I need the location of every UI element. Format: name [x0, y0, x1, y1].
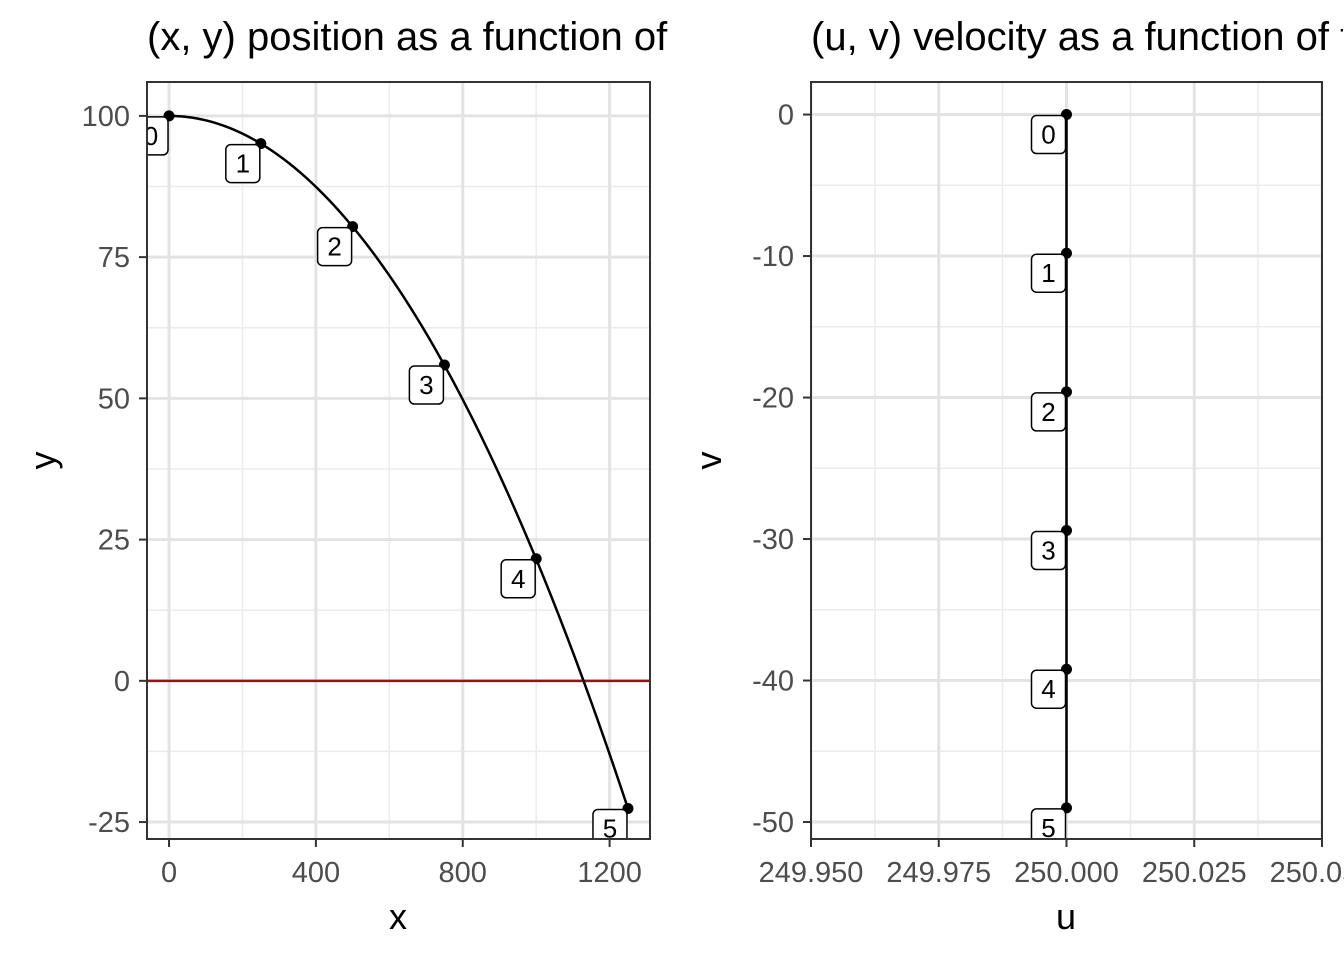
panel-1-point-label-box-0 [147, 116, 169, 156]
panel-2-point-label-box-2 [1030, 392, 1067, 432]
panel-1-point-label-0: 0 [144, 121, 158, 151]
panel-2-point-label-box-4 [1030, 669, 1067, 709]
panel-1-x-tick-label: 1200 [577, 857, 642, 889]
panel-2-y-tick-label: -30 [752, 524, 794, 556]
panel-1-x-tick-label: 0 [161, 857, 177, 889]
panel-1-y-tick-label: 75 [98, 242, 130, 274]
panel-2-point-label-box-1 [1030, 253, 1067, 293]
panel-2-point-label-box-0 [1030, 114, 1067, 155]
panel-2-x-axis-title: u [1056, 896, 1076, 937]
panel-1-y-tick-label: -25 [88, 807, 130, 839]
panel-2-x-tick-label: 250.000 [1014, 857, 1119, 889]
panel-1-x-tick-label: 400 [292, 857, 340, 889]
panel-1-y-axis-title: y [22, 452, 63, 470]
panel-2-plot-area: 0 1 2 3 4 5 [1030, 109, 1072, 843]
panel-1-point-label-box-5 [592, 808, 628, 839]
panel-1-border [146, 81, 651, 840]
panel-1-point-label-box-4 [500, 559, 536, 599]
panel-1-background [147, 82, 650, 839]
panel-2-y-tick-label: -10 [752, 241, 794, 273]
panel-1-point-label-4: 4 [511, 564, 525, 594]
panel-2-x-tick-label: 250.050 [1270, 857, 1344, 889]
panel-1-x-axis-title: x [389, 896, 407, 937]
panel-1-y-tick-label: 100 [82, 101, 130, 133]
panel-2-x-tick-label: 250.025 [1142, 857, 1247, 889]
panel-2-point-label-3: 3 [1041, 536, 1055, 566]
panel-2-point-label-1: 1 [1041, 258, 1055, 288]
panel-1-plot-area: 0 1 2 3 4 5 [144, 110, 650, 843]
panel-2-y-tick-label: 0 [778, 100, 794, 132]
panel-1-y-tick-label: 50 [98, 383, 130, 415]
panel-2-point-label-0: 0 [1041, 120, 1055, 150]
panel-1-y-tick-label: 25 [98, 525, 130, 557]
panel-2-y-tick-label: -20 [752, 383, 794, 415]
panel-2-x-tick-label: 249.950 [759, 857, 864, 889]
panel-1-x-tick-label: 800 [439, 857, 487, 889]
panel-1-y-tick-label: 0 [114, 666, 130, 698]
panel-1-point-label-box-2 [316, 226, 353, 267]
panel-1-point-label-1: 1 [236, 149, 250, 179]
panel-1-point-label-5: 5 [603, 813, 617, 843]
panel-1-point-label-3: 3 [419, 370, 433, 400]
panel-2-title: (u, v) velocity as a function of t [811, 15, 1344, 59]
panel-2-y-tick-label: -40 [752, 666, 794, 698]
panel-2-point-label-5: 5 [1041, 813, 1055, 843]
panel-2-point-label-box-5 [1030, 808, 1067, 839]
panel-1-trajectory-line [169, 114, 630, 809]
panel-1-point-label-box-3 [408, 365, 445, 405]
panel-2-point-label-box-3 [1030, 530, 1067, 571]
panel-1-point-label-box-1 [225, 143, 261, 184]
panel-2: 0 1 2 3 4 5 249.950 249.975 250.000 250.025 250.05… [688, 15, 1344, 937]
panel-2-y-axis-title: v [688, 452, 729, 470]
panel-2-x-tick-label: 249.975 [886, 857, 991, 889]
panel-2-point-label-2: 2 [1041, 397, 1055, 427]
panel-1-point-label-2: 2 [327, 232, 341, 262]
panel-2-point-label-4: 4 [1041, 674, 1055, 704]
panel-1-title: (x, y) position as a function of t [147, 15, 689, 59]
panel-2-y-tick-label: -50 [752, 807, 794, 839]
